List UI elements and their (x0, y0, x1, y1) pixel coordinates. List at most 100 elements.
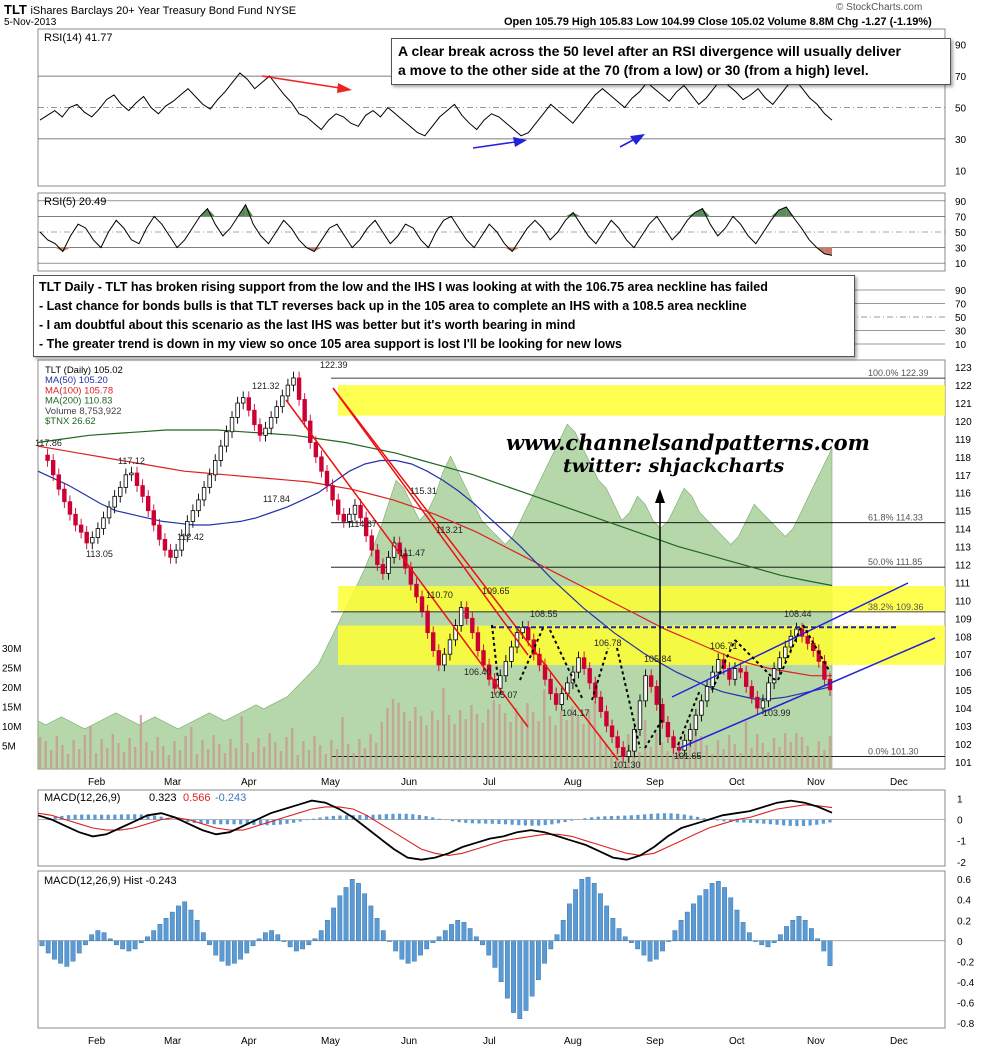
candle-body (352, 504, 358, 515)
price-annotation-label: 117.12 (118, 456, 145, 466)
rsi-divergence-arrow (619, 139, 634, 148)
macd-histogram-bar (305, 819, 309, 821)
macd-histogram-bar (437, 818, 441, 820)
macd-histogram-bar (603, 816, 607, 820)
price-tick-label: 114 (955, 525, 971, 536)
macd-panel-frame (37, 789, 946, 867)
macd-hist-bar (256, 938, 262, 941)
macd-hist-bar (405, 940, 411, 964)
macd-hist-bar (52, 940, 57, 960)
rsi14-legend: RSI(14) 41.77 (44, 32, 112, 44)
volume-bar (694, 732, 697, 769)
price-tick-label: 106 (955, 668, 972, 679)
macd-hist-bar (523, 940, 529, 1011)
fib-level-label: 100.0% 122.39 (868, 368, 929, 378)
price-annotation-label: 122.39 (320, 360, 348, 370)
macd-hist-bar (219, 940, 225, 962)
candle-body (90, 537, 95, 544)
macd-hist-bar (393, 940, 399, 952)
rsi-note-line: A clear break across the 50 level after … (398, 43, 901, 59)
bottom-month-label: Jul (483, 1036, 496, 1047)
rsi5-legend: RSI(5) 20.49 (44, 196, 106, 208)
volume-bar (150, 751, 154, 769)
volume-bar (402, 712, 406, 769)
bottom-month-label: Oct (729, 1036, 745, 1047)
price-annotation-label: 103.99 (763, 708, 791, 718)
macd-histogram-bar (623, 815, 627, 820)
volume-bar (492, 700, 496, 769)
macd-histogram-bar (113, 814, 117, 820)
bottom-month-label: Feb (88, 1036, 106, 1047)
macd-hist-bar (374, 918, 380, 941)
volume-bar (582, 724, 585, 769)
price-annotation-label: 108.44 (784, 609, 812, 619)
candle-body (391, 542, 397, 558)
candle-body (140, 485, 145, 497)
candle-body (509, 646, 514, 662)
volume-bar (554, 725, 557, 769)
macd-legend: MACD(12,26,9) (44, 792, 120, 804)
website-watermark: www.channelsandpatterns.com (506, 430, 870, 455)
candle-body (777, 657, 782, 669)
macd-histogram-bar (252, 819, 256, 825)
macd-histogram-bar (510, 819, 514, 825)
price-legend-entry: Volume 8,753,922 (45, 406, 122, 417)
candle-body (632, 729, 637, 752)
candle-body (431, 632, 436, 652)
price-annotation-label: 105.07 (490, 690, 518, 700)
falling-channel-lower (285, 399, 529, 728)
macd-hist-bar (579, 879, 585, 941)
price-tick-label: 120 (955, 417, 972, 428)
macd-hist-bar (343, 887, 349, 941)
macd-hist-bar (827, 940, 833, 966)
macd-hist-bar (424, 940, 430, 950)
bottom-month-label: Jun (401, 1036, 417, 1047)
candle-body (738, 668, 743, 673)
chart-title: TLT iShares Barclays 20+ Year Treasury B… (4, 2, 296, 17)
candle-body (749, 686, 754, 698)
candle-body (425, 610, 430, 634)
volume-bar (296, 755, 299, 769)
macd-tick-label: -1 (957, 837, 966, 848)
analysis-note-line: - Last chance for bonds bulls is that TL… (39, 299, 747, 313)
macd-histogram-bar (722, 819, 726, 822)
volume-bar (246, 743, 249, 769)
macd-hist-bar (269, 930, 274, 941)
volume-bar (391, 699, 395, 769)
macd-hist-bar (275, 934, 281, 941)
candle-body (302, 399, 307, 422)
macd-histogram-bar (292, 819, 296, 823)
macd-hist-value: -0.243 (215, 792, 246, 804)
price-annotation-label: 121.32 (252, 381, 280, 391)
macd-hist-bar (821, 940, 827, 952)
macd-hist-bar (163, 918, 169, 941)
volume-bar (223, 753, 227, 769)
macd-hist-bar (684, 911, 690, 941)
macd-histogram-bar (404, 813, 408, 820)
macd-hist-bar (753, 940, 758, 942)
ticker-symbol: TLT (4, 2, 27, 17)
volume-bar (78, 749, 81, 769)
volume-bar (330, 740, 333, 769)
pattern-dotted-arrow (549, 629, 584, 701)
macd-hist-bar (672, 930, 678, 941)
candle-body (648, 675, 654, 687)
macd-histogram-bar (669, 813, 673, 820)
falling-channel-upper (332, 387, 619, 761)
macd-histogram-bar (450, 819, 455, 822)
candle-body (252, 409, 257, 425)
macd-histogram-bar (397, 813, 402, 820)
price-annotation-label: 104.17 (562, 708, 590, 718)
rsi-note-box: A clear break across the 50 level after … (391, 38, 951, 85)
candle-body (73, 513, 78, 526)
volume-bar (487, 709, 490, 769)
macd-hist-bar (511, 940, 516, 1013)
macd-hist-bar (535, 940, 541, 980)
macd-hist-bar (337, 895, 343, 941)
candle-body (704, 686, 710, 702)
macd-histogram-bar (768, 819, 773, 825)
price-annotation-label: 106.78 (594, 638, 622, 648)
macd-histogram-bar (93, 814, 97, 820)
volume-bar (453, 724, 456, 769)
macd-histogram-bar (239, 819, 243, 825)
